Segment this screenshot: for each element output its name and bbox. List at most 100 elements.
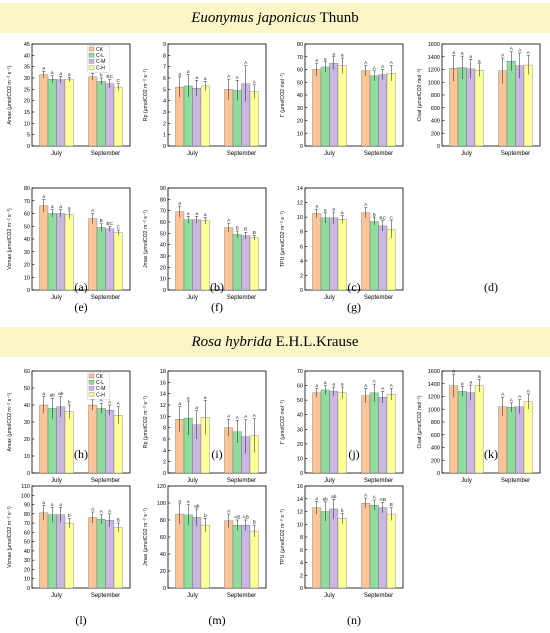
significance-letter: A [253,79,257,85]
y-tick-label: 0 [300,144,303,150]
significance-letter: a [204,77,207,82]
significance-letter: A [227,509,231,515]
y-tick-label: 0 [27,144,30,150]
x-tick-label: September [227,295,256,301]
bar-c-m-september [105,409,115,474]
y-tick-label: 10 [160,414,166,420]
y-tick-label: 45 [24,42,30,48]
bar-ck-september [498,406,508,474]
y-tick-label: 14 [297,186,303,192]
y-tick-label: 20 [297,442,303,448]
y-tick-label: 10 [24,275,30,281]
bar-c-h-september [386,394,396,474]
bar-ck-july [312,392,322,474]
significance-letter: A [510,46,514,52]
y-tick-label: 40 [297,413,303,419]
bar-c-h-september [113,415,123,474]
significance-letter: A [518,47,522,53]
significance-letter: a [315,205,318,210]
bar-ck-july [312,69,322,147]
chart-g: 0 2 4 6 8 10 12 14 TPU (μmolCO2 m⁻² s⁻¹) a a a a July… [275,182,411,317]
y-tick-label: 50 [297,398,303,404]
significance-letter: a [332,52,335,57]
y-tick-label: 60 [24,530,30,536]
bar-ck-july [175,513,185,589]
significance-letter: a [478,59,481,64]
significance-letter: a [332,383,335,388]
bar-c-m-september [105,83,115,147]
x-tick-label: July [51,151,62,157]
species-banner-top: Euonymus japonicus Thunb [0,3,550,33]
y-tick-label: 1600 [428,369,440,375]
y-tick-label: 0 [27,288,30,294]
bar-c-l-july [320,511,330,589]
y-tick-label: 9 [163,42,166,48]
significance-letter: a [51,503,54,508]
y-tick-label: 60 [24,369,30,375]
significance-letter: ab [331,494,337,500]
significance-letter: a [42,501,45,506]
significance-letter: B [236,226,239,232]
bar-c-l-september [369,504,379,589]
y-tick-label: 2 [300,573,303,579]
y-tick-label: 70 [160,209,166,215]
y-tick-label: 40 [297,93,303,99]
x-tick-label: July [324,295,335,301]
significance-letter: A [381,386,385,392]
y-tick-label: 50 [24,224,30,230]
chart-k: 0 200 400 600 800 1000 1200 1400 1600 Cisat (μmol… [412,365,548,500]
y-tick-label: 16 [297,484,303,490]
y-tick-label: 60 [297,68,303,74]
panel-label: (e) [74,300,88,314]
y-tick-label: 40 [160,243,166,249]
significance-letter: B [373,212,376,218]
significance-letter: A [236,75,240,81]
bar-c-l-july [320,389,330,474]
y-tick-label: 1400 [428,55,440,61]
significance-letter: A [100,398,104,404]
y-tick-label: 50 [297,80,303,86]
y-tick-label: 35 [24,65,30,71]
significance-letter: B [100,218,103,224]
significance-letter: A [227,414,231,420]
y-tick-label: 200 [431,458,440,464]
y-tick-label: 7 [163,65,166,71]
bar-c-m-september [515,406,525,474]
significance-letter: A [390,60,394,66]
y-tick-label: 40 [24,237,30,243]
y-tick-label: 3 [163,110,166,116]
bar-c-m-july [329,391,339,474]
y-tick-label: 80 [160,518,166,524]
y-tick-label: 600 [431,433,440,439]
significance-letter: a [178,202,181,207]
legend-swatch [88,392,95,397]
bar-c-h-july [200,524,210,589]
y-tick-label: 0 [437,471,440,477]
significance-letter: AB [380,497,386,503]
bar-c-l-september [96,81,106,147]
significance-letter: b [100,73,103,79]
significance-letter: A [244,414,248,420]
chart-svg: 0 10 20 30 40 50 60 70 80 90 100 110 Vcmax (μmolCO2 … [7,484,131,599]
bar-c-m-july [329,508,339,589]
plot-frame [31,43,131,147]
legend-swatch [88,46,95,52]
bar-c-h-july [64,79,74,147]
significance-letter: a [187,212,190,217]
x-tick-label: September [227,593,256,599]
legend-label: C-H [96,65,105,71]
bar-c-h-september [113,527,123,589]
y-tick-label: 12 [297,510,303,516]
bar-c-h-july [337,219,347,291]
species-author: E.H.L.Krause [275,333,359,350]
bar-c-l-september [232,524,242,589]
bar-c-l-july [47,213,57,291]
y-tick-label: 400 [431,119,440,125]
bar-c-l-july [47,514,57,589]
legend-swatch [88,380,95,385]
bar-c-m-july [329,62,339,147]
significance-letter: C [117,225,121,231]
bar-c-h-september [386,229,396,291]
y-axis-label: Cisat (μmolCO2 mol⁻¹) [417,68,423,121]
